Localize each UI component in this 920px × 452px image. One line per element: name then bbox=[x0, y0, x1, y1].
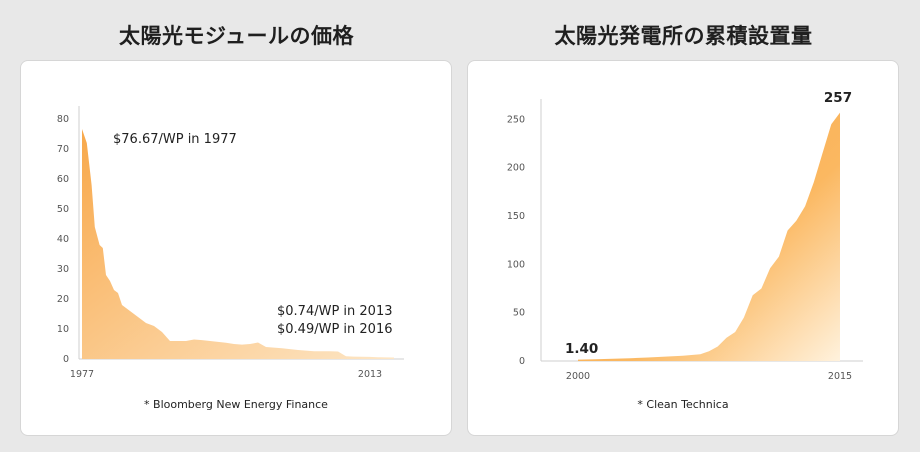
y-tick-label: 250 bbox=[507, 114, 525, 125]
y-tick-label: 50 bbox=[513, 308, 525, 319]
chart-title-right: 太陽光発電所の累積設置量 bbox=[554, 24, 813, 48]
installation-chart-svg: 250 200 150 100 50 0 2000 2015 1.40 257 bbox=[507, 90, 863, 382]
y-tick-label: 200 bbox=[507, 163, 525, 174]
y-tick-label: 40 bbox=[57, 234, 69, 245]
y-tick-label: 150 bbox=[507, 211, 525, 222]
series-area bbox=[82, 129, 394, 359]
y-tick-label: 30 bbox=[57, 264, 69, 275]
y-tick-label: 70 bbox=[57, 144, 69, 155]
source-note-right: * Clean Technica bbox=[637, 398, 729, 411]
x-tick-label: 2015 bbox=[828, 371, 852, 382]
annotation-2000-value: 1.40 bbox=[565, 341, 598, 357]
y-tick-label: 0 bbox=[63, 354, 69, 365]
chart-card-right: 250 200 150 100 50 0 2000 2015 1.40 257 * Clean T… bbox=[467, 60, 899, 436]
y-tick-label: 50 bbox=[57, 204, 69, 215]
series-area bbox=[578, 112, 840, 361]
chart-title-left: 太陽光モジュールの価格 bbox=[118, 24, 355, 48]
x-tick-label: 2000 bbox=[566, 371, 590, 382]
x-tick-label: 2013 bbox=[358, 369, 382, 380]
annotation-2013: $0.74/WP in 2013 bbox=[277, 304, 393, 319]
annotation-1977: $76.67/WP in 1977 bbox=[113, 132, 237, 147]
annotation-2016: $0.49/WP in 2016 bbox=[277, 322, 393, 337]
y-tick-label: 10 bbox=[57, 324, 69, 335]
y-tick-label: 0 bbox=[519, 356, 525, 367]
y-tick-label: 20 bbox=[57, 294, 69, 305]
y-tick-label: 100 bbox=[507, 259, 525, 270]
y-tick-label: 60 bbox=[57, 174, 69, 185]
y-tick-label: 80 bbox=[57, 114, 69, 125]
x-tick-label: 1977 bbox=[70, 369, 94, 380]
annotation-2015-value: 257 bbox=[824, 90, 852, 106]
chart-card-left: 80 70 60 50 40 30 20 10 0 1977 2013 $76.67/WP in 19… bbox=[20, 60, 452, 436]
source-note-left: * Bloomberg New Energy Finance bbox=[144, 398, 328, 411]
